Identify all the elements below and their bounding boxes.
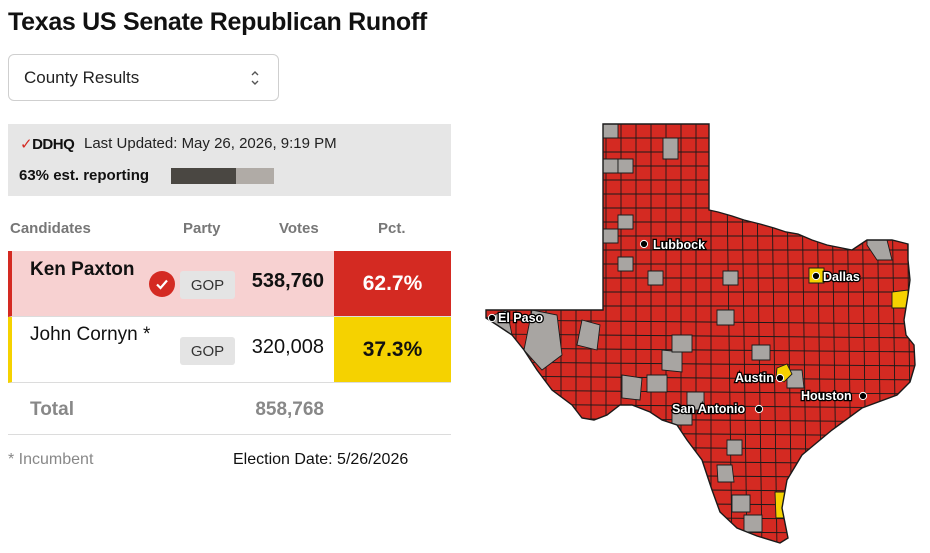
county-no-results[interactable]	[716, 309, 735, 326]
view-select-value: County Results	[24, 67, 140, 87]
county-no-results[interactable]	[602, 158, 619, 174]
last-updated: Last Updated: May 26, 2026, 9:19 PM	[84, 135, 337, 152]
city-label: Lubbock	[653, 238, 705, 252]
city-marker	[754, 404, 764, 414]
candidate-name: Ken Paxton	[30, 259, 135, 280]
county-no-results[interactable]	[617, 256, 634, 272]
county-no-results[interactable]	[662, 137, 679, 160]
header-pct: Pct.	[378, 220, 406, 237]
reporting-bar-fill	[171, 168, 236, 184]
party-badge: GOP	[180, 337, 235, 365]
reporting-label: 63% est. reporting	[19, 167, 150, 184]
total-votes: 858,768	[255, 399, 324, 420]
city-label: Austin	[735, 371, 774, 385]
no-results-counties	[486, 124, 893, 533]
county-no-results[interactable]	[716, 464, 735, 483]
county-no-results[interactable]	[731, 494, 751, 513]
city-marker	[639, 239, 649, 249]
incumbent-note: * Incumbent	[8, 451, 94, 468]
county-no-results[interactable]	[743, 514, 763, 533]
candidate-votes: 538,760	[251, 270, 324, 292]
city-marker	[487, 313, 497, 323]
county-no-results[interactable]	[523, 309, 563, 371]
county-no-results[interactable]	[647, 270, 664, 286]
candidate-name: John Cornyn *	[30, 324, 151, 345]
status-panel: ✓DDHQ Last Updated: May 26, 2026, 9:19 P…	[8, 124, 451, 196]
city-label: Houston	[801, 389, 852, 403]
city-marker	[811, 271, 821, 281]
county-grid	[486, 124, 915, 543]
view-select[interactable]: County Results	[8, 54, 279, 101]
county-no-results[interactable]	[722, 270, 739, 286]
winner-check-icon	[149, 271, 175, 297]
header-party: Party	[183, 220, 221, 237]
page-title: Texas US Senate Republican Runoff	[8, 8, 427, 36]
party-badge: GOP	[180, 271, 235, 299]
texas-county-map[interactable]: Lubbock Dallas El Paso Austin Houston San Ant…	[482, 120, 930, 550]
county-no-results[interactable]	[726, 439, 743, 456]
city-marker	[775, 373, 785, 383]
candidate-pct: 37.3%	[334, 317, 451, 382]
candidate-pct: 62.7%	[334, 251, 451, 316]
county-no-results[interactable]	[751, 344, 771, 361]
county-no-results[interactable]	[646, 374, 668, 393]
county-no-results[interactable]	[617, 158, 634, 174]
county-no-results[interactable]	[617, 214, 634, 230]
county-no-results[interactable]	[602, 228, 619, 244]
header-candidates: Candidates	[10, 220, 91, 237]
county-no-results[interactable]	[602, 124, 619, 139]
city-label: San Antonio	[672, 402, 746, 416]
total-label: Total	[30, 399, 74, 420]
county-no-results[interactable]	[671, 409, 693, 426]
county-no-results[interactable]	[621, 374, 643, 401]
city-label: El Paso	[498, 311, 544, 325]
ddhq-logo: ✓DDHQ	[20, 136, 75, 153]
county-no-results[interactable]	[661, 349, 683, 373]
county-no-results[interactable]	[671, 334, 693, 353]
county-no-results[interactable]	[576, 319, 601, 351]
candidate-votes: 320,008	[251, 336, 324, 358]
election-date: Election Date: 5/26/2026	[233, 451, 409, 468]
candidate-row: Ken Paxton GOP 538,760 62.7%	[8, 251, 451, 317]
city-label: Dallas	[823, 270, 860, 284]
logo-check-icon: ✓	[20, 136, 33, 153]
city-marker	[858, 391, 868, 401]
county-no-results[interactable]	[686, 391, 705, 411]
total-row: Total 858,768	[8, 383, 451, 435]
reporting-bar	[171, 168, 274, 184]
chevron-up-down-icon	[251, 71, 259, 85]
header-votes: Votes	[279, 220, 319, 237]
city-markers: Lubbock Dallas El Paso Austin Houston San Ant…	[487, 237, 868, 417]
candidate-row: John Cornyn * GOP 320,008 37.3%	[8, 317, 451, 383]
